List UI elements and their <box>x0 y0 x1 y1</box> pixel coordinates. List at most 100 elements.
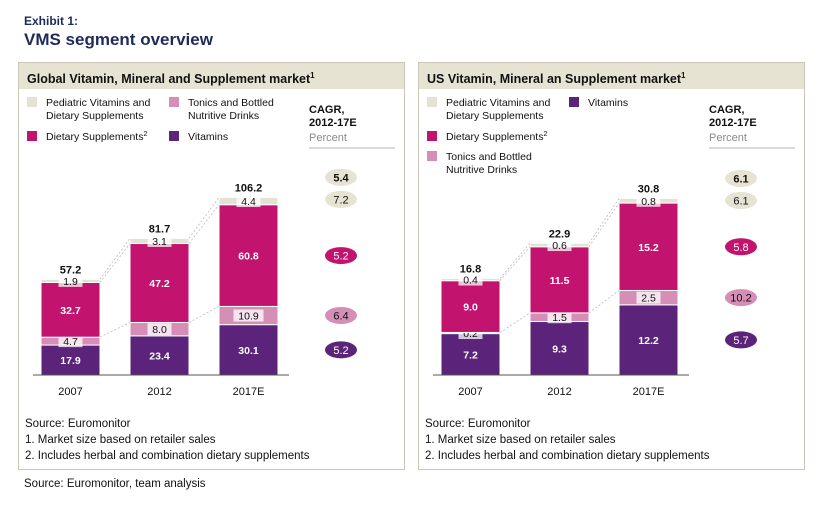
cagr-badge-dietary <box>325 247 357 265</box>
data-label-dietary-2007: 9.0 <box>463 302 478 314</box>
data-label-tonics-2007: 4.7 <box>63 336 78 348</box>
connector-line <box>99 238 131 280</box>
connector-line <box>188 204 220 244</box>
connector-line <box>99 243 131 283</box>
source-note: Source: Euromonitor, team analysis <box>24 478 206 490</box>
footnote-source: Source: Euromonitor <box>25 418 131 430</box>
panel-title: US Vitamin, Mineral an Supplement market… <box>419 63 804 89</box>
panel-title: Global Vitamin, Mineral and Supplement m… <box>19 63 404 89</box>
data-label-vitamins-2017E: 12.2 <box>638 335 659 347</box>
bar-vitamins-2012 <box>529 321 590 376</box>
cagr-value-dietary: 5.8 <box>733 242 748 254</box>
legend-swatch-vitamins <box>169 131 179 141</box>
bar-dietary-2017E <box>618 202 679 291</box>
legend-label-pediatric: Pediatric Vitamins and <box>446 97 550 109</box>
x-tick-label-2012: 2012 <box>147 386 171 398</box>
footnote-1: 1. Market size based on retailer sales <box>25 434 216 446</box>
x-tick-label-2012: 2012 <box>547 386 571 398</box>
connector-line <box>188 306 220 323</box>
data-label-bg-pediatric-2007 <box>58 274 83 287</box>
connector-line <box>588 198 620 244</box>
connector-line <box>499 312 531 333</box>
data-label-vitamins-2007: 7.2 <box>463 349 478 361</box>
bar-dietary-2012 <box>529 246 590 314</box>
data-label-pediatric-2007: 1.9 <box>63 276 78 288</box>
cagr-badge-tonics <box>725 289 757 307</box>
cagr-title: 2012-17E <box>709 117 757 129</box>
total-label-2017E: 30.8 <box>638 183 659 195</box>
cagr-badge-vitamins <box>725 331 757 349</box>
data-label-bg-tonics-2007 <box>58 335 83 348</box>
data-label-vitamins-2012: 23.4 <box>149 350 170 362</box>
data-label-tonics-2017E: 2.5 <box>641 293 656 305</box>
legend-label-vitamins: Vitamins <box>188 131 228 143</box>
cagr-badge-vitamins <box>325 341 357 359</box>
data-label-bg-pediatric-2017E <box>236 195 261 208</box>
data-label-pediatric-2007: 0.4 <box>463 275 478 287</box>
data-label-dietary-2012: 47.2 <box>149 278 170 290</box>
bar-dietary-2017E <box>218 204 279 307</box>
x-tick-label-2007: 2007 <box>58 386 82 398</box>
legend-swatch-tonics <box>427 151 437 161</box>
legend-label-dietary: Dietary Supplements2 <box>446 131 547 143</box>
data-label-bg-tonics-2017E <box>233 309 264 322</box>
data-label-tonics-2017E: 10.9 <box>238 311 259 323</box>
bar-vitamins-2017E <box>218 324 279 376</box>
cagr-subtitle: Percent <box>309 132 347 144</box>
data-label-bg-pediatric-2007 <box>458 273 483 286</box>
data-label-dietary-2007: 32.7 <box>60 305 81 317</box>
legend-label-tonics: Nutritive Drinks <box>188 110 259 122</box>
x-tick-label-2007: 2007 <box>458 386 482 398</box>
footnote-source: Source: Euromonitor <box>425 418 531 430</box>
connector-line <box>99 322 131 338</box>
legend-label-tonics: Tonics and Bottled <box>188 97 274 109</box>
data-label-bg-pediatric-2012 <box>547 239 572 252</box>
cagr-title: CAGR, <box>309 104 344 116</box>
us-market-panel: US Vitamin, Mineral an Supplement market… <box>418 62 805 470</box>
footnote-2: 2. Includes herbal and combination dieta… <box>425 450 710 462</box>
cagr-value-vitamins: 5.7 <box>733 335 748 347</box>
data-label-pediatric-2017E: 0.8 <box>641 196 656 208</box>
global-market-panel: Global Vitamin, Mineral and Supplement m… <box>18 62 405 470</box>
legend-swatch-pediatric <box>27 97 37 107</box>
cagr-badge-total <box>725 169 757 187</box>
bar-vitamins-2012 <box>129 335 190 376</box>
data-label-vitamins-2007: 17.9 <box>60 355 81 367</box>
data-label-pediatric-2012: 3.1 <box>152 236 167 248</box>
total-label-2017E: 106.2 <box>235 182 263 194</box>
cagr-value-total: 6.1 <box>733 173 748 185</box>
footnote-1: 1. Market size based on retailer sales <box>425 434 616 446</box>
page-title: VMS segment overview <box>24 30 213 49</box>
data-label-dietary-2012: 11.5 <box>550 275 570 287</box>
footnote-2: 2. Includes herbal and combination dieta… <box>25 450 310 462</box>
bar-dietary-2007 <box>440 280 501 333</box>
cagr-title: CAGR, <box>709 104 744 116</box>
cagr-value-total: 5.4 <box>333 172 349 184</box>
connector-line <box>188 197 220 239</box>
data-label-bg-pediatric-2012 <box>147 234 172 247</box>
legend-swatch-tonics <box>169 97 179 107</box>
legend-swatch-dietary <box>427 131 437 141</box>
connector-line <box>499 246 531 281</box>
legend-swatch-dietary <box>27 131 37 141</box>
data-label-tonics-2012: 8.0 <box>152 324 167 336</box>
data-label-vitamins-2012: 9.3 <box>552 343 567 355</box>
cagr-badge-dietary <box>725 238 757 256</box>
legend-swatch-pediatric <box>427 97 437 107</box>
bar-vitamins-2017E <box>618 304 679 376</box>
data-label-tonics-2012: 1.5 <box>552 312 567 324</box>
cagr-value-pediatric: 6.1 <box>733 195 748 207</box>
cagr-value-pediatric: 7.2 <box>333 194 348 206</box>
data-label-dietary-2017E: 60.8 <box>238 251 259 263</box>
data-label-pediatric-2012: 0.6 <box>552 240 567 252</box>
cagr-badge-pediatric <box>325 190 357 208</box>
total-label-2012: 81.7 <box>149 223 170 235</box>
data-label-bg-tonics-2017E <box>636 291 661 304</box>
x-tick-label-2017E: 2017E <box>233 386 265 398</box>
cagr-subtitle: Percent <box>709 132 747 144</box>
us-stacked-bar-chart: Pediatric Vitamins and Dietary Supplement… <box>427 97 795 398</box>
cagr-badge-pediatric <box>725 191 757 209</box>
exhibit-label: Exhibit 1: <box>24 14 79 28</box>
data-label-bg-pediatric-2017E <box>636 194 661 207</box>
